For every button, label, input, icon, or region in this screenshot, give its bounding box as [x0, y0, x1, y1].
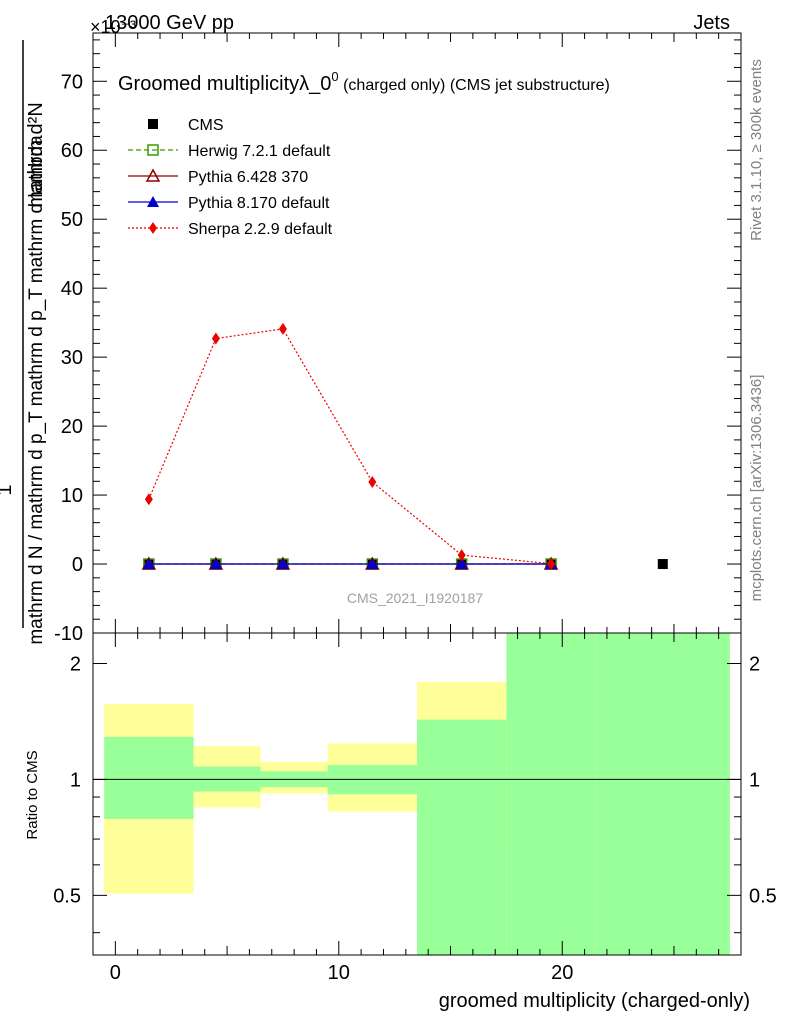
- ratio-y-tick-label-right: 0.5: [749, 885, 777, 907]
- data-point-cms: [657, 559, 668, 570]
- main-y-axis-label: 1 mathrm d²N mathrm d N / mathrm d p_T m…: [0, 40, 47, 645]
- chart-title-main: Groomed multiplicity: [118, 73, 299, 95]
- ratio-y-tick-label: 2: [70, 653, 81, 675]
- ratio-band-inner: [417, 719, 507, 955]
- data-point-sherpa: [144, 493, 153, 506]
- y-tick-label: 60: [61, 140, 83, 162]
- y-tick-label: 70: [61, 71, 83, 93]
- ratio-panel-frame: [92, 632, 742, 956]
- ratio-y-tick-label: 1: [70, 769, 81, 791]
- legend-marker-sherpa: [149, 222, 157, 234]
- x-tick-label: 0: [110, 962, 121, 984]
- ratio-y-tick-label-right: 1: [749, 769, 760, 791]
- rivet-label: Rivet 3.1.10, ≥ 300k events: [748, 59, 765, 241]
- y-tick-label: 20: [61, 416, 83, 438]
- y-label-numerator: 1: [0, 484, 16, 495]
- y-tick-label: 30: [61, 347, 83, 369]
- energy-label: 13000 GeV pp: [105, 12, 234, 34]
- data-point-pythia8: [455, 558, 468, 570]
- chart-title-symbol: λ_0: [299, 73, 331, 95]
- x-axis-label: groomed multiplicity (charged-only): [439, 990, 750, 1012]
- data-point-sherpa: [547, 557, 556, 570]
- legend-marker-pythia6: [145, 168, 161, 182]
- ratio-y-tick-label-right: 2: [749, 653, 760, 675]
- mcplots-label: mcplots.cern.ch [arXiv:1306.3436]: [748, 375, 765, 602]
- data-point-pythia8: [366, 558, 379, 570]
- data-point-sherpa: [457, 549, 466, 562]
- data-point-pythia8: [276, 558, 289, 570]
- y-tick-label: 0: [72, 554, 83, 576]
- data-point-sherpa: [278, 322, 287, 335]
- y-exponent-label: ×10⁻³: [90, 17, 136, 37]
- ratio-axis-ticks: 0.5 0.51 12 20 10 20: [53, 633, 777, 984]
- legend-marker-cms: [148, 119, 158, 129]
- y-tick-label: 10: [61, 485, 83, 507]
- y-tick-label: 40: [61, 278, 83, 300]
- main-axis-ticks: -10 0 10 20 30 40 50 60 70: [54, 33, 741, 645]
- ratio-y-label: Ratio to CMS: [24, 750, 41, 839]
- ratio-y-tick-label: 0.5: [53, 885, 81, 907]
- legend: CMS Herwig 7.2.1 default Pythia 6.428 370 P…: [128, 117, 333, 238]
- ratio-band-inner: [104, 736, 194, 819]
- legend-label-sherpa: Sherpa 2.2.9 default: [188, 221, 333, 238]
- data-point-sherpa: [211, 332, 220, 345]
- series-layer: [141, 322, 668, 570]
- analysis-watermark: CMS_2021_I1920187: [347, 590, 483, 606]
- y-label-denominator: mathrm d N / mathrm d p_T mathrm d p_T m…: [26, 135, 47, 645]
- legend-label-herwig: Herwig 7.2.1 default: [188, 143, 331, 160]
- ratio-bands: [104, 633, 730, 955]
- series-line-sherpa: [148, 328, 552, 565]
- y-tick-label: -10: [54, 623, 83, 645]
- data-point-pythia8: [209, 558, 222, 570]
- category-label: Jets: [693, 12, 730, 34]
- y-label-right: mathrm d²N: [25, 102, 47, 208]
- x-tick-label: 20: [551, 962, 573, 984]
- legend-marker-pythia8: [147, 196, 159, 207]
- chart-title-sup: 0: [331, 69, 338, 84]
- y-tick-label: 50: [61, 209, 83, 231]
- data-point-sherpa: [368, 475, 377, 488]
- legend-label-pythia6: Pythia 6.428 370: [188, 169, 308, 186]
- data-point-pythia8: [142, 558, 155, 570]
- legend-label-pythia8: Pythia 8.170 default: [188, 195, 330, 212]
- legend-marker-herwig: [147, 144, 159, 156]
- ratio-band-inner: [506, 633, 596, 955]
- legend-label-cms: CMS: [188, 117, 224, 134]
- chart-title-suffix: (charged only) (CMS jet substructure): [339, 77, 610, 94]
- chart-title: Groomed multiplicityλ_00 (charged only) …: [118, 69, 610, 95]
- ratio-band-inner: [595, 633, 730, 955]
- x-tick-label: 10: [328, 962, 350, 984]
